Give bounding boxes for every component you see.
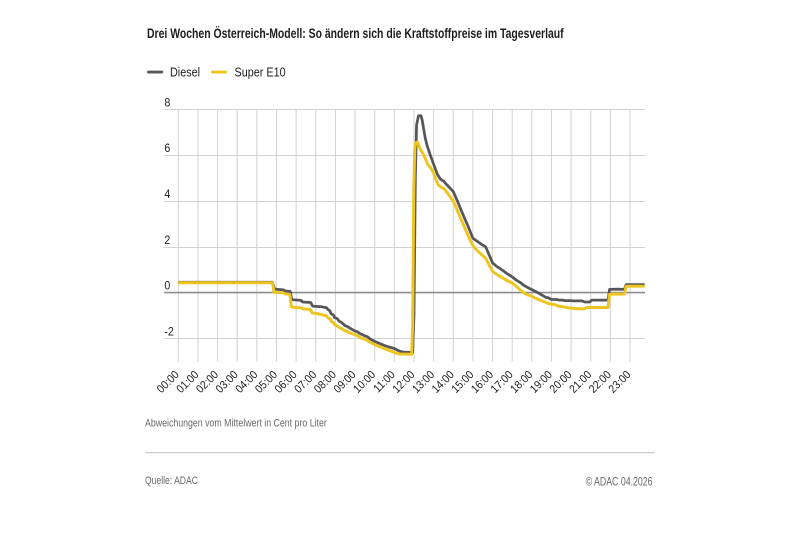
svg-text:Diesel: Diesel <box>170 64 200 79</box>
svg-text:Abweichungen vom Mittelwert in: Abweichungen vom Mittelwert in Cent pro … <box>145 418 327 430</box>
svg-text:6: 6 <box>164 143 170 156</box>
svg-text:-2: -2 <box>164 326 173 339</box>
svg-text:2: 2 <box>164 234 170 247</box>
svg-text:0: 0 <box>164 280 170 293</box>
svg-text:Quelle: ADAC: Quelle: ADAC <box>145 475 198 487</box>
svg-text:8: 8 <box>164 97 170 110</box>
svg-text:© ADAC 04.2026: © ADAC 04.2026 <box>586 476 653 488</box>
svg-text:Super E10: Super E10 <box>235 64 286 79</box>
svg-text:Drei Wochen Österreich-Modell:: Drei Wochen Österreich-Modell: So ändern… <box>147 25 565 42</box>
svg-text:4: 4 <box>164 188 170 201</box>
